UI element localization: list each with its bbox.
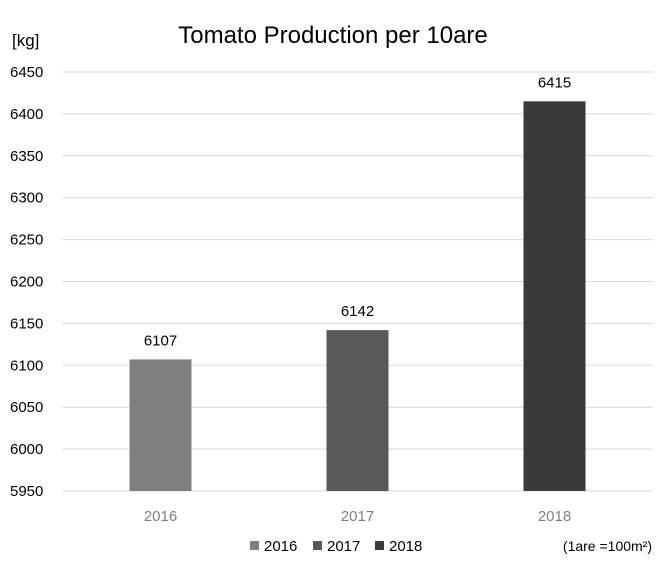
bar-2017 [326,330,389,491]
x-axis-ticks: 2016 2017 2018 [144,508,571,525]
y-tick-label: 6050 [10,399,43,416]
data-label-2018: 6415 [538,74,571,91]
y-tick-label: 5950 [10,483,43,500]
x-tick-label: 2017 [341,508,374,525]
y-tick-label: 6150 [10,315,43,332]
y-tick-label: 6200 [10,274,43,291]
x-tick-label: 2016 [144,508,177,525]
unit-note: (1are =100m²) [563,538,652,554]
y-axis-unit-label: [kg] [12,31,39,50]
chart-title: Tomato Production per 10are [178,22,488,49]
legend-swatch-2018 [375,541,384,550]
y-tick-label: 6100 [10,357,43,374]
data-labels: 6107 6142 6415 [144,74,571,349]
y-tick-label: 6400 [10,106,43,123]
y-tick-label: 6250 [10,232,43,249]
legend: 2016 2017 2018 [250,538,422,555]
bars [129,101,586,491]
legend-swatch-2016 [250,541,259,550]
y-tick-label: 6300 [10,190,43,207]
y-tick-label: 6450 [10,64,43,81]
data-label-2016: 6107 [144,332,177,349]
legend-swatch-2017 [313,541,322,550]
data-label-2017: 6142 [341,303,374,320]
y-axis-ticks: 6450 6400 6350 6300 6250 6200 6150 6100 6050 6000… [10,64,43,500]
y-tick-label: 6350 [10,148,43,165]
bar-2018 [523,101,586,491]
legend-label-2017: 2017 [327,538,360,555]
bar-2016 [129,359,192,491]
y-tick-label: 6000 [10,441,43,458]
x-tick-label: 2018 [538,508,571,525]
legend-label-2018: 2018 [389,538,422,555]
legend-label-2016: 2016 [264,538,297,555]
